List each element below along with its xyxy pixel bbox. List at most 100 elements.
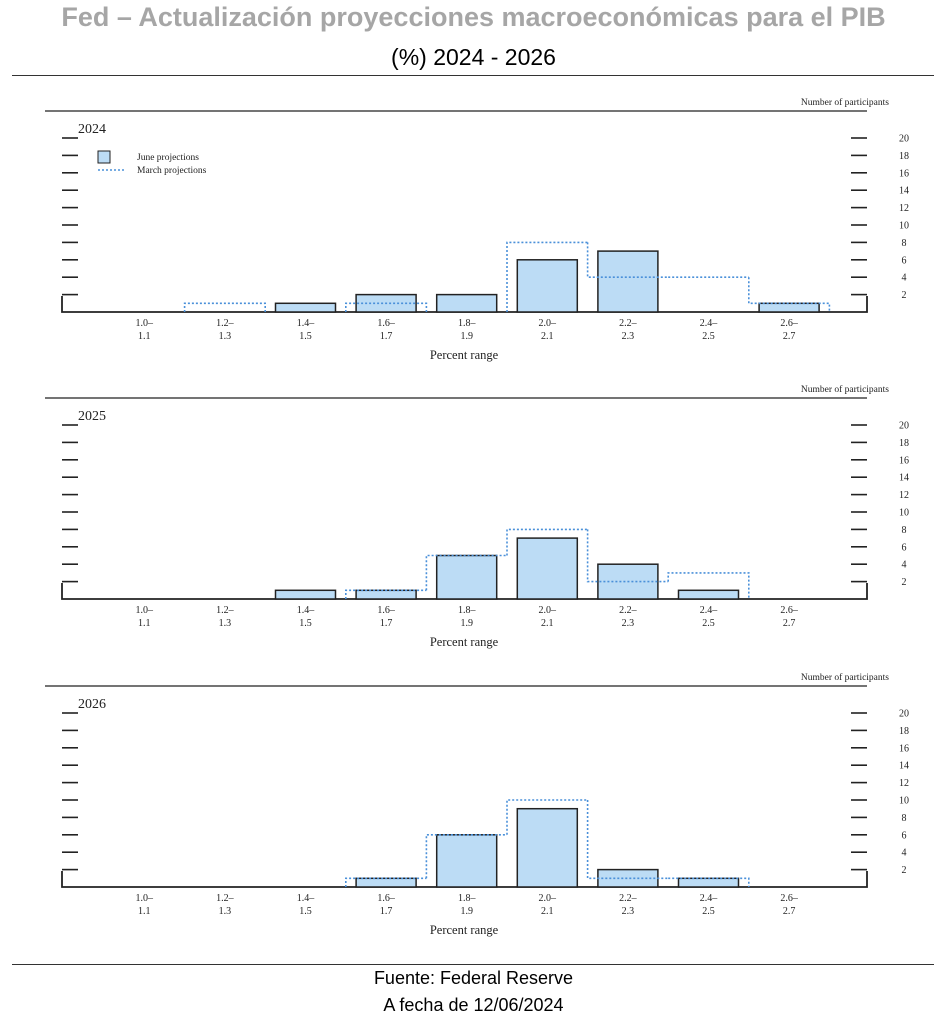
y-tick-label: 14 <box>899 473 909 484</box>
x-tick-label-bottom: 2.3 <box>622 618 635 629</box>
bar-june <box>435 554 498 600</box>
y-tick-label: 8 <box>902 525 907 536</box>
legend-label-june: June projections <box>137 153 199 163</box>
bar-june <box>435 834 498 888</box>
step-march <box>425 554 507 591</box>
bar-june <box>516 807 579 888</box>
x-tick-label-top: 1.6– <box>377 605 396 616</box>
y-tick-label: 12 <box>899 778 909 789</box>
x-tick-label-bottom: 1.3 <box>219 618 232 629</box>
x-tick-label-top: 2.0– <box>539 893 558 904</box>
x-tick-label-bottom: 1.1 <box>138 618 151 629</box>
x-tick-label-top: 1.0– <box>136 318 155 329</box>
bar-june <box>516 259 579 313</box>
bar-june <box>274 302 337 313</box>
bar-june <box>677 877 740 888</box>
x-tick-label-bottom: 1.1 <box>138 906 151 917</box>
step-march <box>586 529 669 583</box>
bar-june <box>355 877 417 888</box>
y-tick-label: 8 <box>902 813 907 824</box>
x-tick-label-bottom: 1.7 <box>380 331 393 342</box>
legend-swatch-june <box>97 150 111 164</box>
bar-june <box>758 302 820 313</box>
x-tick-label-top: 1.8– <box>458 605 477 616</box>
x-tick-label-top: 2.6– <box>780 318 799 329</box>
x-tick-label-top: 2.4– <box>700 893 719 904</box>
y-tick-label: 16 <box>899 168 909 179</box>
y-tick-label: 12 <box>899 203 909 214</box>
x-tick-label-bottom: 2.7 <box>783 331 796 342</box>
x-tick-label-bottom: 1.7 <box>380 618 393 629</box>
y-axis-label: Number of participants <box>801 97 889 108</box>
x-tick-label-bottom: 1.3 <box>219 331 232 342</box>
step-march <box>668 877 750 887</box>
y-axis-label: Number of participants <box>801 384 889 395</box>
bar-june <box>516 537 579 600</box>
step-march <box>667 572 750 599</box>
page-subtitle: (%) 2024 - 2026 <box>391 44 556 70</box>
x-tick-label-top: 1.0– <box>136 605 155 616</box>
y-tick-label: 18 <box>899 438 909 449</box>
step-march <box>586 242 669 278</box>
x-tick-label-bottom: 1.9 <box>460 618 473 629</box>
x-tick-label-top: 1.2– <box>216 893 235 904</box>
y-tick-label: 6 <box>902 255 907 266</box>
step-march <box>748 277 831 312</box>
y-tick-label: 18 <box>899 726 909 737</box>
x-tick-label-top: 2.2– <box>619 605 638 616</box>
x-tick-label-top: 1.4– <box>297 318 316 329</box>
step-march <box>345 877 427 887</box>
step-march <box>506 241 588 312</box>
x-tick-label-bottom: 2.5 <box>702 618 715 629</box>
y-tick-label: 14 <box>899 761 909 772</box>
y-tick-label: 20 <box>899 134 909 145</box>
y-tick-label: 20 <box>899 709 909 720</box>
x-tick-label-top: 2.0– <box>539 318 558 329</box>
x-tick-label-top: 2.4– <box>700 605 719 616</box>
x-tick-label-bottom: 2.7 <box>783 906 796 917</box>
step-march <box>506 799 588 835</box>
y-tick-label: 6 <box>902 542 907 553</box>
x-tick-label-top: 1.8– <box>458 893 477 904</box>
x-tick-label-top: 2.2– <box>619 893 638 904</box>
bar-june <box>274 589 337 600</box>
x-tick-label-top: 1.0– <box>136 893 155 904</box>
x-tick-label-bottom: 1.1 <box>138 331 151 342</box>
x-tick-label-top: 1.8– <box>458 318 477 329</box>
x-tick-label-bottom: 2.7 <box>783 618 796 629</box>
y-tick-label: 16 <box>899 743 909 754</box>
y-tick-label: 10 <box>899 221 909 232</box>
footer-source: Fuente: Federal Reserve <box>373 968 574 988</box>
panel-year-label: 2026 <box>78 697 106 712</box>
bar-june <box>355 589 417 600</box>
x-tick-label-top: 2.6– <box>780 893 799 904</box>
x-tick-label-bottom: 2.5 <box>702 331 715 342</box>
x-tick-label-top: 1.6– <box>377 893 396 904</box>
y-tick-label: 2 <box>902 577 907 588</box>
step-march <box>506 528 588 556</box>
x-tick-label-bottom: 2.1 <box>541 906 554 917</box>
step-march <box>425 834 507 879</box>
x-tick-label-top: 2.4– <box>700 318 719 329</box>
step-march <box>183 302 266 312</box>
y-tick-label: 18 <box>899 151 909 162</box>
y-tick-label: 4 <box>902 560 907 571</box>
top-divider <box>12 75 934 76</box>
x-tick-label-bottom: 2.5 <box>702 906 715 917</box>
x-tick-label-top: 1.2– <box>216 605 235 616</box>
x-tick-label-bottom: 2.3 <box>622 906 635 917</box>
x-tick-label-bottom: 1.5 <box>299 331 312 342</box>
y-tick-label: 14 <box>899 186 909 197</box>
x-tick-label-bottom: 2.1 <box>541 331 554 342</box>
x-tick-label-bottom: 1.9 <box>460 906 473 917</box>
y-tick-label: 10 <box>899 796 909 807</box>
x-tick-label-bottom: 1.3 <box>219 906 232 917</box>
x-tick-label-top: 2.0– <box>539 605 558 616</box>
x-tick-label-top: 2.2– <box>619 318 638 329</box>
x-axis-label: Percent range <box>430 923 499 937</box>
x-tick-label-top: 1.2– <box>216 318 235 329</box>
x-tick-label-bottom: 2.3 <box>622 331 635 342</box>
bar-june <box>677 589 740 600</box>
y-tick-label: 16 <box>899 455 909 466</box>
